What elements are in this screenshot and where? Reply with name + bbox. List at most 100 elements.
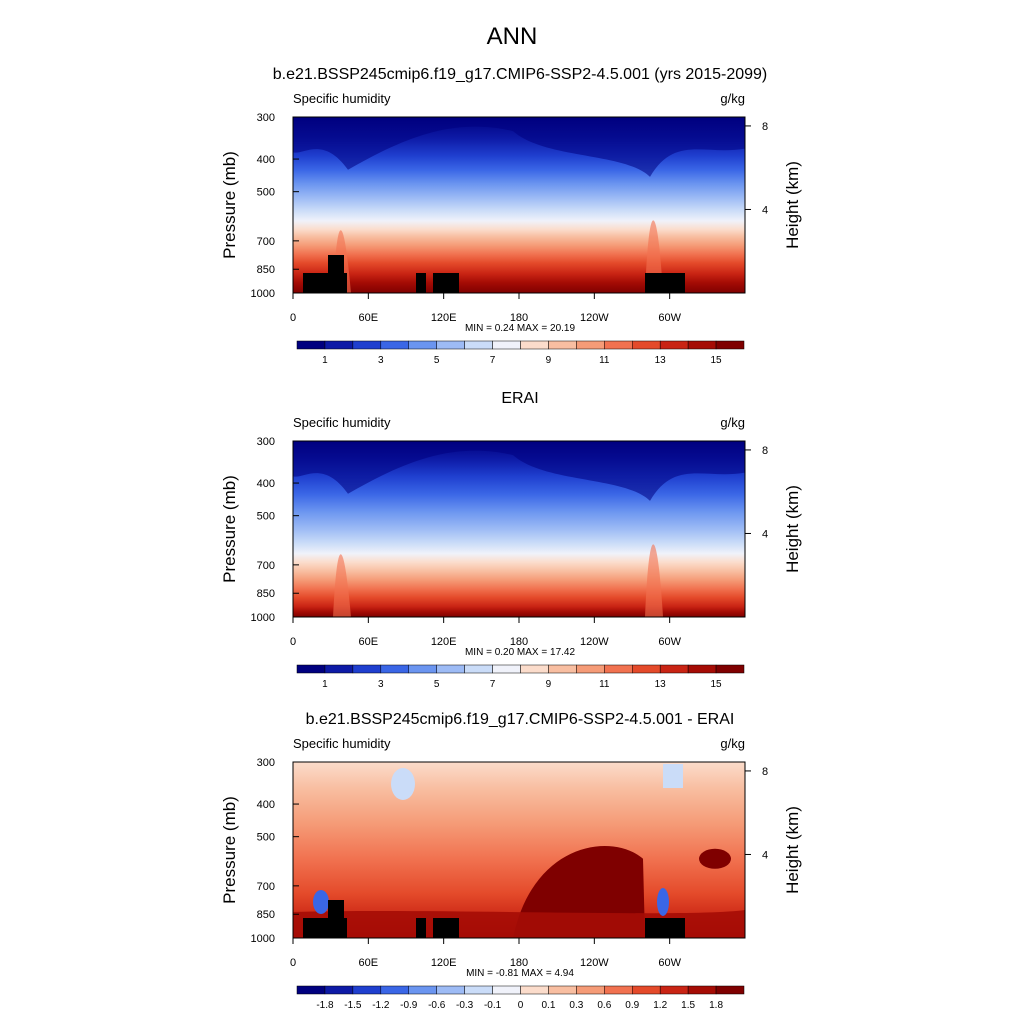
y-tick-label: 1000	[251, 933, 275, 945]
colorbar-label: -1.2	[372, 1000, 390, 1011]
topography-mask	[416, 273, 426, 293]
x-tick-label: 0	[290, 312, 296, 324]
colorbar-label: 5	[434, 355, 440, 366]
colorbar-swatch	[408, 340, 437, 350]
y-tick-label: 850	[257, 909, 275, 921]
panel-title: ERAI	[501, 390, 538, 407]
colorbar-label: -0.6	[428, 1000, 446, 1011]
colorbar-swatch	[380, 340, 409, 350]
x-tick-label: 120W	[580, 636, 609, 648]
colorbar-label: 15	[711, 355, 723, 366]
right-axis-label: Height (km)	[783, 161, 802, 249]
colorbar-label: 0.1	[541, 1000, 555, 1011]
panel-title: b.e21.BSSP245cmip6.f19_g17.CMIP6-SSP2-4.…	[306, 711, 735, 728]
x-tick-label: 180	[510, 312, 528, 324]
colorbar-swatch	[604, 340, 633, 350]
colorbar-label: 15	[711, 679, 723, 690]
colorbar-swatch	[324, 340, 354, 350]
y-tick-label: 850	[257, 588, 275, 600]
y-axis-label: Pressure (mb)	[220, 796, 239, 904]
colorbar-swatch	[632, 664, 661, 674]
panel-diff: b.e21.BSSP245cmip6.f19_g17.CMIP6-SSP2-4.…	[220, 711, 802, 1011]
y-tick-label: 400	[257, 154, 275, 166]
colorbar-swatch	[492, 985, 521, 995]
colorbar-swatch	[296, 985, 326, 995]
colorbar-swatch	[408, 664, 437, 674]
colorbar-swatch	[520, 664, 549, 674]
right-tick-label: 4	[762, 528, 768, 540]
colorbar-label: 11	[599, 679, 610, 690]
negative-anomaly-andes	[663, 764, 683, 788]
negative-anomaly-africa	[313, 890, 329, 914]
colorbar-swatch	[548, 985, 577, 995]
colorbar-swatch	[296, 664, 326, 674]
y-tick-label: 850	[257, 264, 275, 276]
colorbar-label: 1	[322, 679, 328, 690]
colorbar-swatch	[436, 664, 465, 674]
colorbar-swatch	[687, 340, 717, 350]
colorbar-label: 5	[434, 679, 440, 690]
moist-tongue-america	[645, 544, 663, 617]
colorbar-swatch	[604, 664, 633, 674]
x-tick-label: 60W	[658, 312, 681, 324]
x-tick-label: 120E	[431, 957, 457, 969]
x-tick-label: 60W	[658, 957, 681, 969]
colorbar-swatch	[576, 664, 605, 674]
moist-tongue-africa	[333, 554, 351, 617]
colorbar-swatch	[520, 340, 549, 350]
y-tick-label: 400	[257, 478, 275, 490]
y-tick-label: 300	[257, 757, 275, 769]
colorbar-swatch	[492, 340, 521, 350]
colorbar-swatch	[352, 664, 382, 674]
left-label: Specific humidity	[293, 736, 391, 751]
colorbar-label: 9	[546, 355, 552, 366]
colorbar-swatch	[520, 985, 549, 995]
y-tick-label: 400	[257, 799, 275, 811]
left-label: Specific humidity	[293, 415, 391, 430]
colorbar-label: 0	[518, 1000, 524, 1011]
colorbar-swatch	[380, 985, 409, 995]
colorbar-swatch	[352, 340, 382, 350]
colorbar-swatch	[715, 664, 745, 674]
y-tick-label: 500	[257, 832, 275, 844]
colorbar-label: -0.1	[484, 1000, 502, 1011]
right-label: g/kg	[720, 415, 745, 430]
y-axis-label: Pressure (mb)	[220, 475, 239, 583]
colorbar-label: 11	[599, 355, 610, 366]
right-tick-label: 8	[762, 121, 768, 133]
panel-title: b.e21.BSSP245cmip6.f19_g17.CMIP6-SSP2-4.…	[273, 66, 768, 83]
y-tick-label: 1000	[251, 612, 275, 624]
right-axis-label: Height (km)	[783, 806, 802, 894]
y-tick-label: 300	[257, 436, 275, 448]
colorbar-label: 3	[378, 355, 384, 366]
colorbar-swatch	[408, 985, 437, 995]
colorbar-swatch	[380, 664, 409, 674]
colorbar-label: 0.3	[569, 1000, 583, 1011]
topography-mask	[433, 918, 459, 938]
colorbar-swatch	[436, 340, 465, 350]
colorbar-swatch	[687, 985, 717, 995]
colorbar-label: 7	[490, 355, 496, 366]
x-tick-label: 60E	[359, 636, 379, 648]
colorbar-label: -0.3	[456, 1000, 474, 1011]
colorbar-swatch	[659, 664, 689, 674]
right-tick-label: 4	[762, 204, 768, 216]
dry-upper-layer	[293, 117, 745, 177]
topography-mask	[416, 918, 426, 938]
colorbar-label: 1.5	[681, 1000, 695, 1011]
y-tick-label: 700	[257, 560, 275, 572]
right-label: g/kg	[720, 91, 745, 106]
colorbar-swatch	[687, 664, 717, 674]
colorbar-label: -0.9	[400, 1000, 418, 1011]
y-tick-label: 500	[257, 511, 275, 523]
y-tick-label: 700	[257, 236, 275, 248]
x-tick-label: 120W	[580, 957, 609, 969]
topography-mask	[645, 918, 685, 938]
colorbar-label: 0.9	[625, 1000, 639, 1011]
colorbar-swatch	[324, 664, 354, 674]
colorbar-label: 1.8	[709, 1000, 723, 1011]
y-tick-label: 1000	[251, 288, 275, 300]
min-max-stats: MIN = -0.81 MAX = 4.94	[466, 968, 574, 979]
colorbar-swatch	[576, 340, 605, 350]
